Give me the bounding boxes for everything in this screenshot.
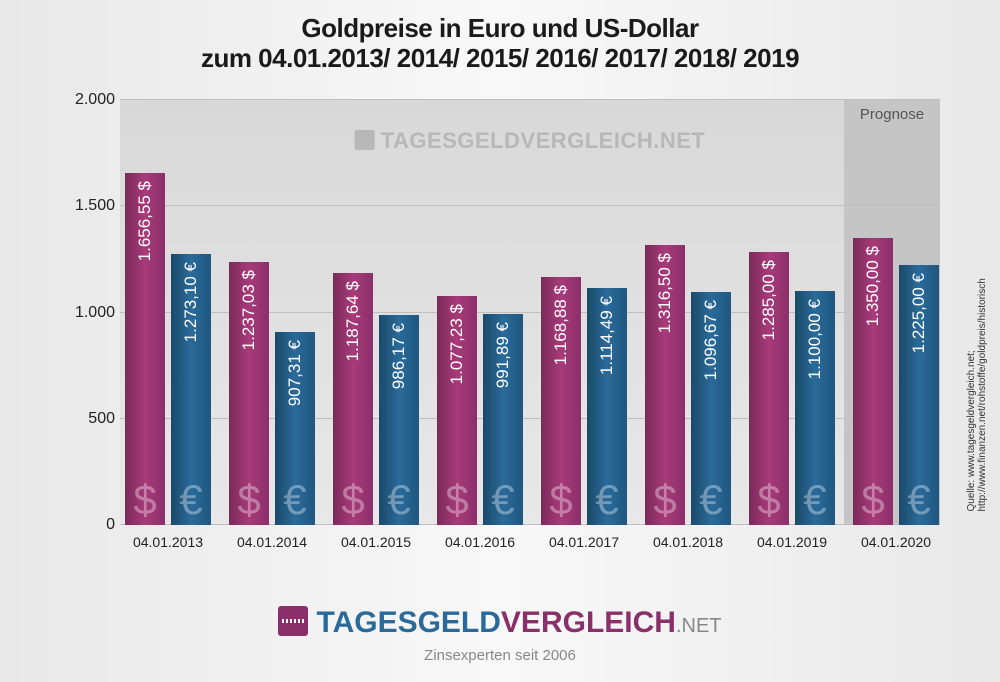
euro-icon: € [691, 479, 731, 521]
bar-value-label: 991,89 € [493, 322, 513, 388]
bar-eur: 991,89 € € [483, 314, 523, 525]
euro-icon: € [171, 479, 211, 521]
x-tick-label: 04.01.2013 [133, 534, 203, 550]
bar-usd: 1.656,55 $ $ [125, 173, 165, 525]
brand-part-2: VERGLEICH [501, 606, 676, 639]
footer-subtitle: Zinsexperten seit 2006 [0, 647, 1000, 664]
bar-eur: 1.114,49 € € [587, 288, 627, 525]
dollar-icon: $ [229, 479, 269, 521]
dollar-icon: $ [437, 479, 477, 521]
bar-value-label: 1.237,03 $ [239, 270, 259, 350]
x-tick-label: 04.01.2017 [549, 534, 619, 550]
x-tick-label: 04.01.2018 [653, 534, 723, 550]
x-tick-label: 04.01.2015 [341, 534, 411, 550]
title-line-1: Goldpreise in Euro und US-Dollar [0, 14, 1000, 44]
euro-icon: € [587, 479, 627, 521]
watermark-icon [355, 130, 375, 150]
bar-value-label: 986,17 € [389, 323, 409, 389]
x-tick-label: 04.01.2019 [757, 534, 827, 550]
x-tick-label: 04.01.2014 [237, 534, 307, 550]
euro-icon: € [795, 479, 835, 521]
bar-value-label: 1.114,49 € [597, 296, 617, 375]
bar-value-label: 1.316,50 $ [655, 253, 675, 333]
bar-usd: 1.187,64 $ $ [333, 273, 373, 525]
watermark-text: TAGESGELDVERGLEICH.NET [381, 128, 706, 153]
bar-value-label: 1.350,00 $ [863, 246, 883, 326]
dollar-icon: $ [125, 479, 165, 521]
gridline [120, 205, 940, 206]
y-tick-label: 1.500 [60, 197, 115, 215]
bar-value-label: 907,31 € [285, 340, 305, 406]
dollar-icon: $ [853, 479, 893, 521]
dollar-icon: $ [541, 479, 581, 521]
dollar-icon: $ [333, 479, 373, 521]
bar-usd: 1.350,00 $ $ [853, 238, 893, 525]
y-tick-label: 0 [60, 516, 115, 534]
x-tick-label: 04.01.2020 [861, 534, 931, 550]
x-tick-label: 04.01.2016 [445, 534, 515, 550]
y-tick-label: 500 [60, 410, 115, 428]
footer-logo: TAGESGELDVERGLEICH.NET [0, 606, 1000, 640]
euro-icon: € [275, 479, 315, 521]
bar-value-label: 1.273,10 € [181, 262, 201, 342]
dollar-icon: $ [749, 479, 789, 521]
bar-value-label: 1.285,00 $ [759, 260, 779, 340]
bar-value-label: 1.077,23 $ [447, 304, 467, 384]
bar-eur: 986,17 € € [379, 315, 419, 525]
chart-title: Goldpreise in Euro und US-Dollar zum 04.… [0, 0, 1000, 74]
bar-value-label: 1.168,88 $ [551, 285, 571, 365]
bar-value-label: 1.100,00 € [805, 299, 825, 379]
bar-usd: 1.237,03 $ $ [229, 262, 269, 525]
chart-area: TAGESGELDVERGLEICH.NET Prognose 0 500 1.00… [60, 95, 940, 555]
bar-usd: 1.316,50 $ $ [645, 245, 685, 525]
bar-value-label: 1.187,64 $ [343, 281, 363, 361]
euro-icon: € [379, 479, 419, 521]
title-line-2: zum 04.01.2013/ 2014/ 2015/ 2016/ 2017/ … [0, 44, 1000, 74]
bar-usd: 1.077,23 $ $ [437, 296, 477, 525]
bar-usd: 1.168,88 $ $ [541, 277, 581, 525]
euro-icon: € [483, 479, 523, 521]
bar-eur: 1.225,00 € € [899, 265, 939, 525]
bar-eur: 907,31 € € [275, 332, 315, 525]
brand-part-1: TAGESGELD [316, 606, 500, 639]
bar-eur: 1.096,67 € € [691, 292, 731, 525]
logo-icon [278, 606, 308, 636]
bar-value-label: 1.225,00 € [909, 273, 929, 353]
bar-value-label: 1.656,55 $ [135, 181, 155, 261]
gridline [120, 99, 940, 100]
bar-eur: 1.100,00 € € [795, 291, 835, 525]
bar-usd: 1.285,00 $ $ [749, 252, 789, 525]
dollar-icon: $ [645, 479, 685, 521]
prognose-label: Prognose [844, 106, 940, 123]
y-tick-label: 2.000 [60, 91, 115, 109]
brand-part-3: .NET [676, 615, 722, 637]
y-tick-label: 1.000 [60, 304, 115, 322]
source-text: Quelle: www.tagesgeldvergleich.net; http… [966, 171, 988, 512]
euro-icon: € [899, 479, 939, 521]
watermark: TAGESGELDVERGLEICH.NET [355, 128, 706, 154]
bar-value-label: 1.096,67 € [701, 300, 721, 380]
bar-eur: 1.273,10 € € [171, 254, 211, 525]
